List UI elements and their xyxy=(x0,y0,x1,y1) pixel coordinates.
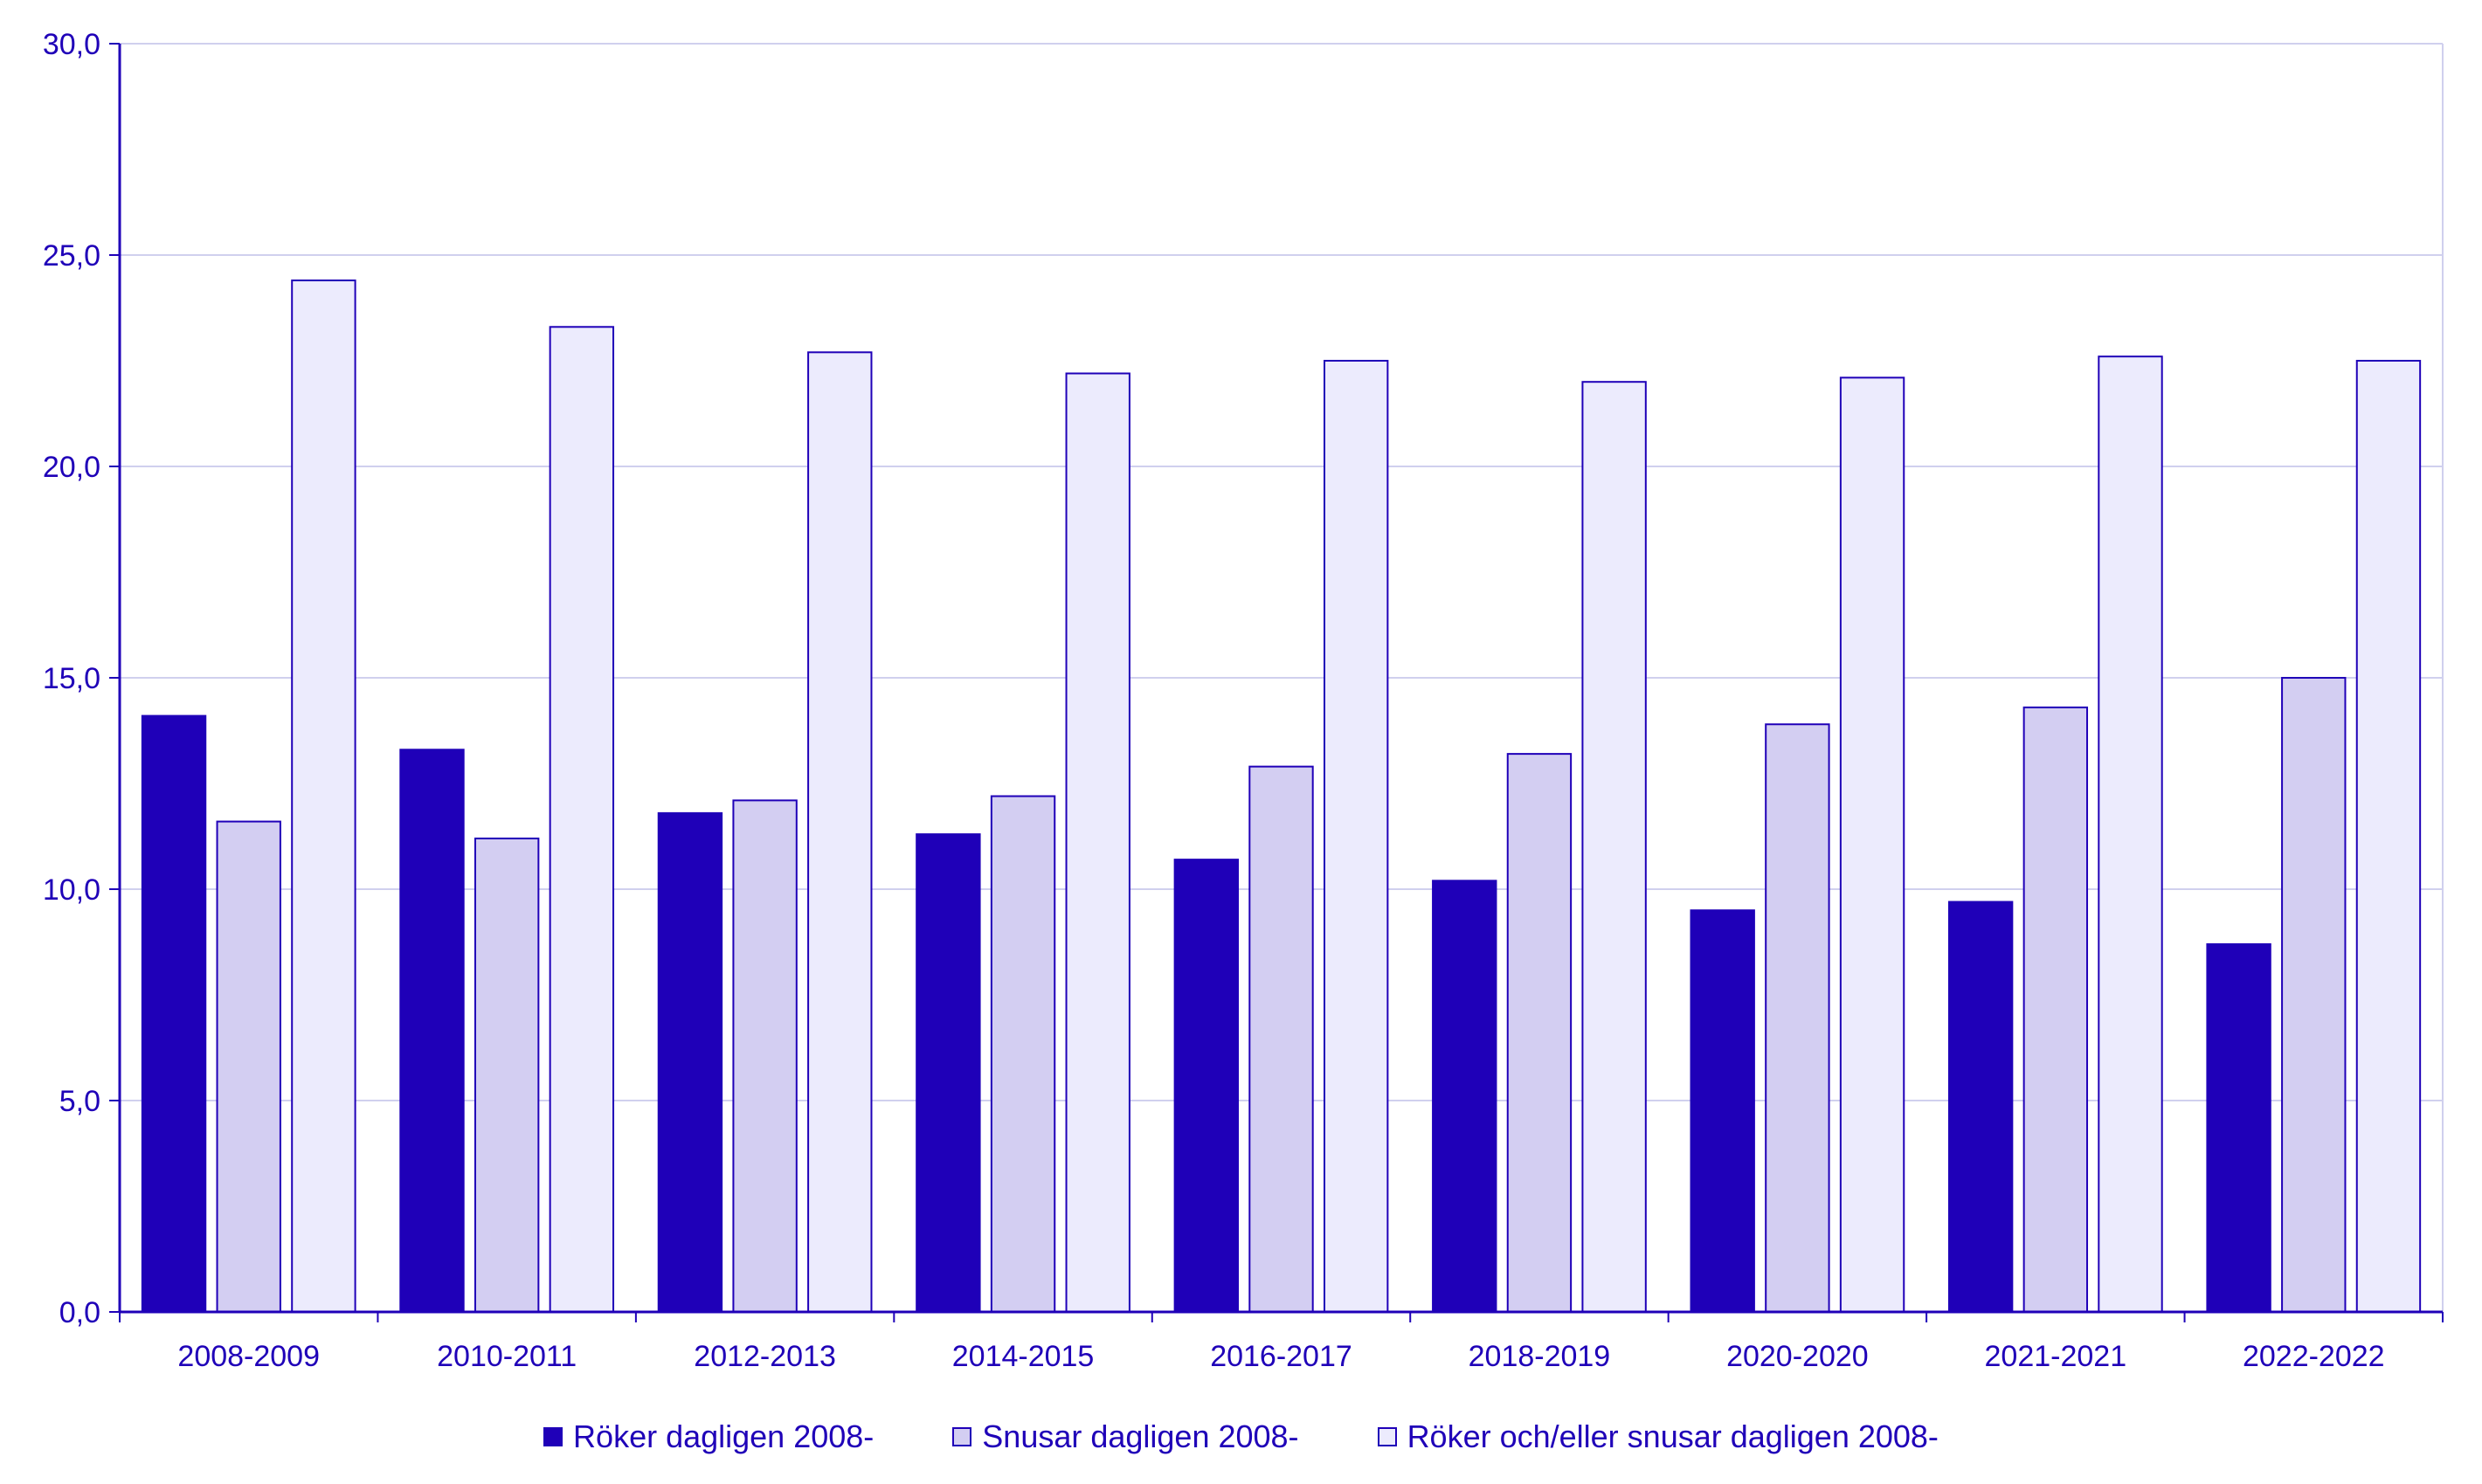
y-tick-label: 20,0 xyxy=(43,451,100,484)
legend-item-series-1: Röker dagligen 2008- xyxy=(543,1418,874,1455)
bars xyxy=(141,280,2422,1314)
bar-series-3 xyxy=(807,351,873,1314)
bar-series-1 xyxy=(1947,901,2014,1314)
bar-series-2 xyxy=(2281,677,2347,1313)
bar-series-1 xyxy=(1173,859,1240,1313)
bar-series-1 xyxy=(1690,909,1755,1313)
y-tick-label: 15,0 xyxy=(43,662,100,695)
bar-series-2 xyxy=(990,795,1056,1313)
bar-series-3 xyxy=(1065,372,1130,1313)
bar-series-2 xyxy=(2022,706,2089,1313)
bar-series-1 xyxy=(141,714,207,1313)
legend: Röker dagligen 2008- Snusar dagligen 200… xyxy=(0,1411,2482,1463)
bar-series-1 xyxy=(916,833,981,1313)
bar-series-3 xyxy=(1839,376,1905,1313)
x-tick-label: 2021-2021 xyxy=(1985,1340,2127,1373)
axes xyxy=(109,43,2444,1322)
x-tick-label: 2014-2015 xyxy=(952,1340,1095,1373)
x-tick-label: 2008-2009 xyxy=(177,1340,320,1373)
legend-swatch-series-2 xyxy=(952,1427,972,1446)
bar-series-2 xyxy=(732,799,798,1313)
y-tick-label: 0,0 xyxy=(59,1296,100,1329)
bar-series-3 xyxy=(291,280,356,1313)
bar-series-3 xyxy=(1581,381,1647,1314)
bar-series-3 xyxy=(549,326,615,1313)
bar-series-1 xyxy=(1432,880,1497,1313)
y-axis-tick-labels: 0,0 5,0 10,0 15,0 20,0 25,0 30,0 xyxy=(43,28,100,1329)
bar-series-2 xyxy=(474,837,540,1313)
x-tick-label: 2010-2011 xyxy=(437,1340,577,1373)
legend-label-series-3: Röker och/eller snusar dagligen 2008- xyxy=(1407,1418,1939,1454)
y-tick-label: 30,0 xyxy=(43,28,100,61)
y-tick-label: 25,0 xyxy=(43,239,100,273)
legend-item-series-3: Röker och/eller snusar dagligen 2008- xyxy=(1377,1418,1939,1455)
bar-series-3 xyxy=(2355,360,2422,1313)
legend-label-series-2: Snusar dagligen 2008- xyxy=(982,1418,1299,1454)
legend-swatch-series-1 xyxy=(543,1427,563,1446)
legend-item-series-2: Snusar dagligen 2008- xyxy=(952,1418,1299,1455)
y-tick-label: 5,0 xyxy=(59,1085,100,1118)
bar-series-2 xyxy=(1506,753,1573,1313)
x-tick-label: 2016-2017 xyxy=(1210,1340,1352,1373)
bar-chart: 0,0 5,0 10,0 15,0 20,0 25,0 30,0 2008-2009 2010… xyxy=(43,28,2444,1373)
x-tick-label: 2022-2022 xyxy=(2243,1340,2385,1373)
x-tick-label: 2012-2013 xyxy=(694,1340,836,1373)
x-axis-tick-labels: 2008-2009 2010-2011 2012-2013 2014-2015 2016… xyxy=(177,1340,2384,1373)
bar-series-2 xyxy=(1248,765,1314,1313)
x-tick-label: 2020-2020 xyxy=(1726,1340,1869,1373)
bar-series-2 xyxy=(1765,723,1830,1313)
y-tick-label: 10,0 xyxy=(43,873,100,907)
bar-series-1 xyxy=(657,811,723,1313)
legend-swatch-series-3 xyxy=(1377,1427,1397,1446)
bar-series-2 xyxy=(216,820,281,1313)
bar-series-1 xyxy=(399,749,465,1313)
bar-series-1 xyxy=(2206,942,2271,1314)
x-tick-label: 2018-2019 xyxy=(1469,1340,1611,1373)
bar-series-3 xyxy=(2098,355,2163,1313)
bar-series-3 xyxy=(1323,360,1389,1313)
legend-label-series-1: Röker dagligen 2008- xyxy=(573,1418,875,1454)
